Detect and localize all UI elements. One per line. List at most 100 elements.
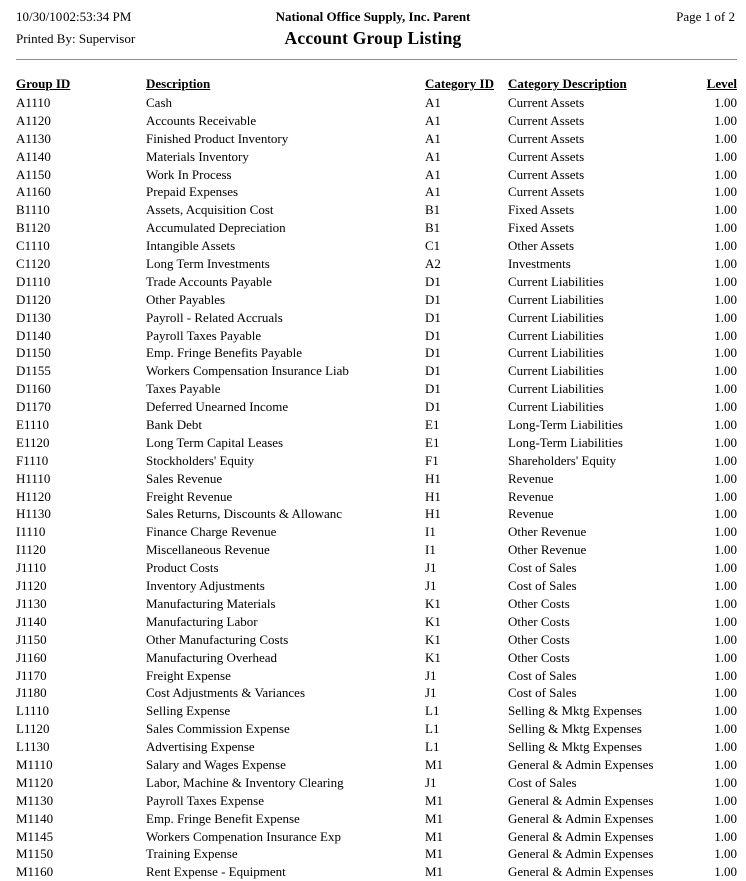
table-row: D1150 Emp. Fringe Benefits Payable D1 Curre… bbox=[16, 344, 737, 362]
table-row: H1120 Freight Revenue H1 Revenue 1.00 bbox=[16, 488, 737, 506]
table-row: A1140 Materials Inventory A1 Current Assets… bbox=[16, 148, 737, 166]
cell-description: Salary and Wages Expense bbox=[146, 756, 286, 772]
report-header-line1: 10/30/10 02:53:34 PM National Office Sup… bbox=[0, 9, 746, 26]
header-divider bbox=[16, 59, 737, 60]
cell-group-id: I1120 bbox=[16, 542, 46, 558]
report-title: Account Group Listing bbox=[284, 28, 462, 48]
cell-level: 1.00 bbox=[714, 631, 737, 647]
table-row: F1110 Stockholders' Equity F1 Shareholders'… bbox=[16, 452, 737, 470]
cell-group-id: D1130 bbox=[16, 309, 51, 325]
cell-group-id: J1160 bbox=[16, 649, 47, 665]
cell-level: 1.00 bbox=[714, 810, 737, 826]
cell-category-id: H1 bbox=[425, 470, 441, 486]
cell-description: Bank Debt bbox=[146, 417, 202, 433]
cell-description: Workers Compenation Insurance Exp bbox=[146, 828, 341, 844]
cell-category-description: Current Assets bbox=[508, 148, 585, 164]
company-name: National Office Supply, Inc. Parent bbox=[275, 9, 471, 24]
cell-level: 1.00 bbox=[714, 309, 737, 325]
table-row: A1120 Accounts Receivable A1 Current Assets… bbox=[16, 112, 737, 130]
table-row: M1160 Rent Expense - Equipment M1 General &… bbox=[16, 863, 737, 881]
cell-group-id: D1160 bbox=[16, 381, 51, 397]
cell-group-id: M1160 bbox=[16, 864, 54, 880]
table-row: E1110 Bank Debt E1 Long-Term Liabilities 1.0… bbox=[16, 416, 737, 434]
cell-category-description: General & Admin Expenses bbox=[508, 828, 654, 844]
cell-category-description: General & Admin Expenses bbox=[508, 810, 654, 826]
cell-category-description: Current Assets bbox=[508, 166, 585, 182]
cell-category-id: D1 bbox=[425, 309, 441, 325]
cell-level: 1.00 bbox=[714, 327, 737, 343]
cell-description: Work In Process bbox=[146, 166, 232, 182]
table-row: A1110 Cash A1 Current Assets 1.00 bbox=[16, 94, 737, 112]
table-header-row: Group ID Description Category ID Categor… bbox=[16, 76, 737, 94]
cell-description: Taxes Payable bbox=[146, 381, 221, 397]
cell-level: 1.00 bbox=[714, 613, 737, 629]
cell-group-id: B1120 bbox=[16, 220, 51, 236]
cell-category-id: D1 bbox=[425, 363, 441, 379]
table-row: J1120 Inventory Adjustments J1 Cost of Sale… bbox=[16, 577, 737, 595]
cell-group-id: M1145 bbox=[16, 828, 54, 844]
cell-group-id: M1120 bbox=[16, 774, 54, 790]
cell-category-id: M1 bbox=[425, 846, 444, 862]
table-row: J1130 Manufacturing Materials K1 Other Cost… bbox=[16, 595, 737, 613]
cell-category-description: Current Liabilities bbox=[508, 273, 604, 289]
column-header-category-description-label: Category Description bbox=[508, 76, 627, 91]
cell-description: Deferred Unearned Income bbox=[146, 399, 289, 415]
cell-category-description: Cost of Sales bbox=[508, 667, 577, 683]
cell-category-description: Revenue bbox=[508, 488, 554, 504]
table-row: E1120 Long Term Capital Leases E1 Long-Term… bbox=[16, 434, 737, 452]
table-row: D1110 Trade Accounts Payable D1 Current Lia… bbox=[16, 273, 737, 291]
cell-category-id: L1 bbox=[425, 721, 440, 737]
cell-category-description: Selling & Mktg Expenses bbox=[508, 721, 642, 737]
cell-description: Cost Adjustments & Variances bbox=[146, 685, 306, 701]
cell-level: 1.00 bbox=[714, 685, 737, 701]
cell-description: Workers Compensation Insurance Liab bbox=[146, 363, 349, 379]
cell-description: Freight Revenue bbox=[146, 488, 233, 504]
cell-group-id: H1130 bbox=[16, 506, 51, 522]
cell-category-id: D1 bbox=[425, 399, 441, 415]
cell-category-id: I1 bbox=[425, 524, 436, 540]
column-header-group-id: Group ID bbox=[16, 76, 146, 94]
cell-category-id: L1 bbox=[425, 703, 440, 719]
cell-category-description: General & Admin Expenses bbox=[508, 756, 654, 772]
table-row: C1110 Intangible Assets C1 Other Assets 1.00 bbox=[16, 237, 737, 255]
table-row: J1180 Cost Adjustments & Variances J1 Cost … bbox=[16, 684, 737, 702]
cell-description: Trade Accounts Payable bbox=[146, 273, 272, 289]
cell-description: Payroll - Related Accruals bbox=[146, 309, 283, 325]
account-group-table: Group ID Description Category ID Categor… bbox=[0, 76, 746, 881]
cell-category-description: General & Admin Expenses bbox=[508, 846, 654, 862]
cell-group-id: M1140 bbox=[16, 810, 54, 826]
table-row: C1120 Long Term Investments A2 Investments 1… bbox=[16, 255, 737, 273]
cell-description: Prepaid Expenses bbox=[146, 184, 239, 200]
table-row: M1145 Workers Compenation Insurance Exp M1… bbox=[16, 828, 737, 846]
table-row: D1160 Taxes Payable D1 Current Liabilities 1… bbox=[16, 380, 737, 398]
cell-category-description: Current Assets bbox=[508, 184, 585, 200]
cell-category-id: J1 bbox=[425, 774, 437, 790]
cell-group-id: D1150 bbox=[16, 345, 51, 361]
cell-category-description: Cost of Sales bbox=[508, 560, 577, 576]
cell-group-id: F1110 bbox=[16, 452, 49, 468]
table-row: D1120 Other Payables D1 Current Liabilities… bbox=[16, 291, 737, 309]
cell-level: 1.00 bbox=[714, 220, 737, 236]
cell-description: Product Costs bbox=[146, 560, 219, 576]
cell-category-id: K1 bbox=[425, 631, 441, 647]
cell-group-id: H1110 bbox=[16, 470, 51, 486]
print-time: 02:53:34 PM bbox=[63, 9, 132, 24]
cell-level: 1.00 bbox=[714, 649, 737, 665]
cell-category-description: Other Revenue bbox=[508, 524, 587, 540]
cell-description: Payroll Taxes Expense bbox=[146, 792, 264, 808]
table-row: M1120 Labor, Machine & Inventory Clearing… bbox=[16, 774, 737, 792]
cell-category-id: M1 bbox=[425, 810, 444, 826]
cell-category-id: L1 bbox=[425, 739, 440, 755]
cell-description: Advertising Expense bbox=[146, 739, 255, 755]
cell-level: 1.00 bbox=[714, 488, 737, 504]
cell-group-id: A1140 bbox=[16, 148, 51, 164]
column-header-level-label: Level bbox=[706, 76, 737, 91]
cell-description: Intangible Assets bbox=[146, 238, 236, 254]
cell-level: 1.00 bbox=[714, 452, 737, 468]
cell-description: Stockholders' Equity bbox=[146, 452, 255, 468]
cell-description: Assets, Acquisition Cost bbox=[146, 202, 274, 218]
column-header-description-label: Description bbox=[146, 76, 211, 91]
cell-group-id: M1130 bbox=[16, 792, 54, 808]
column-header-level: Level bbox=[703, 76, 737, 94]
